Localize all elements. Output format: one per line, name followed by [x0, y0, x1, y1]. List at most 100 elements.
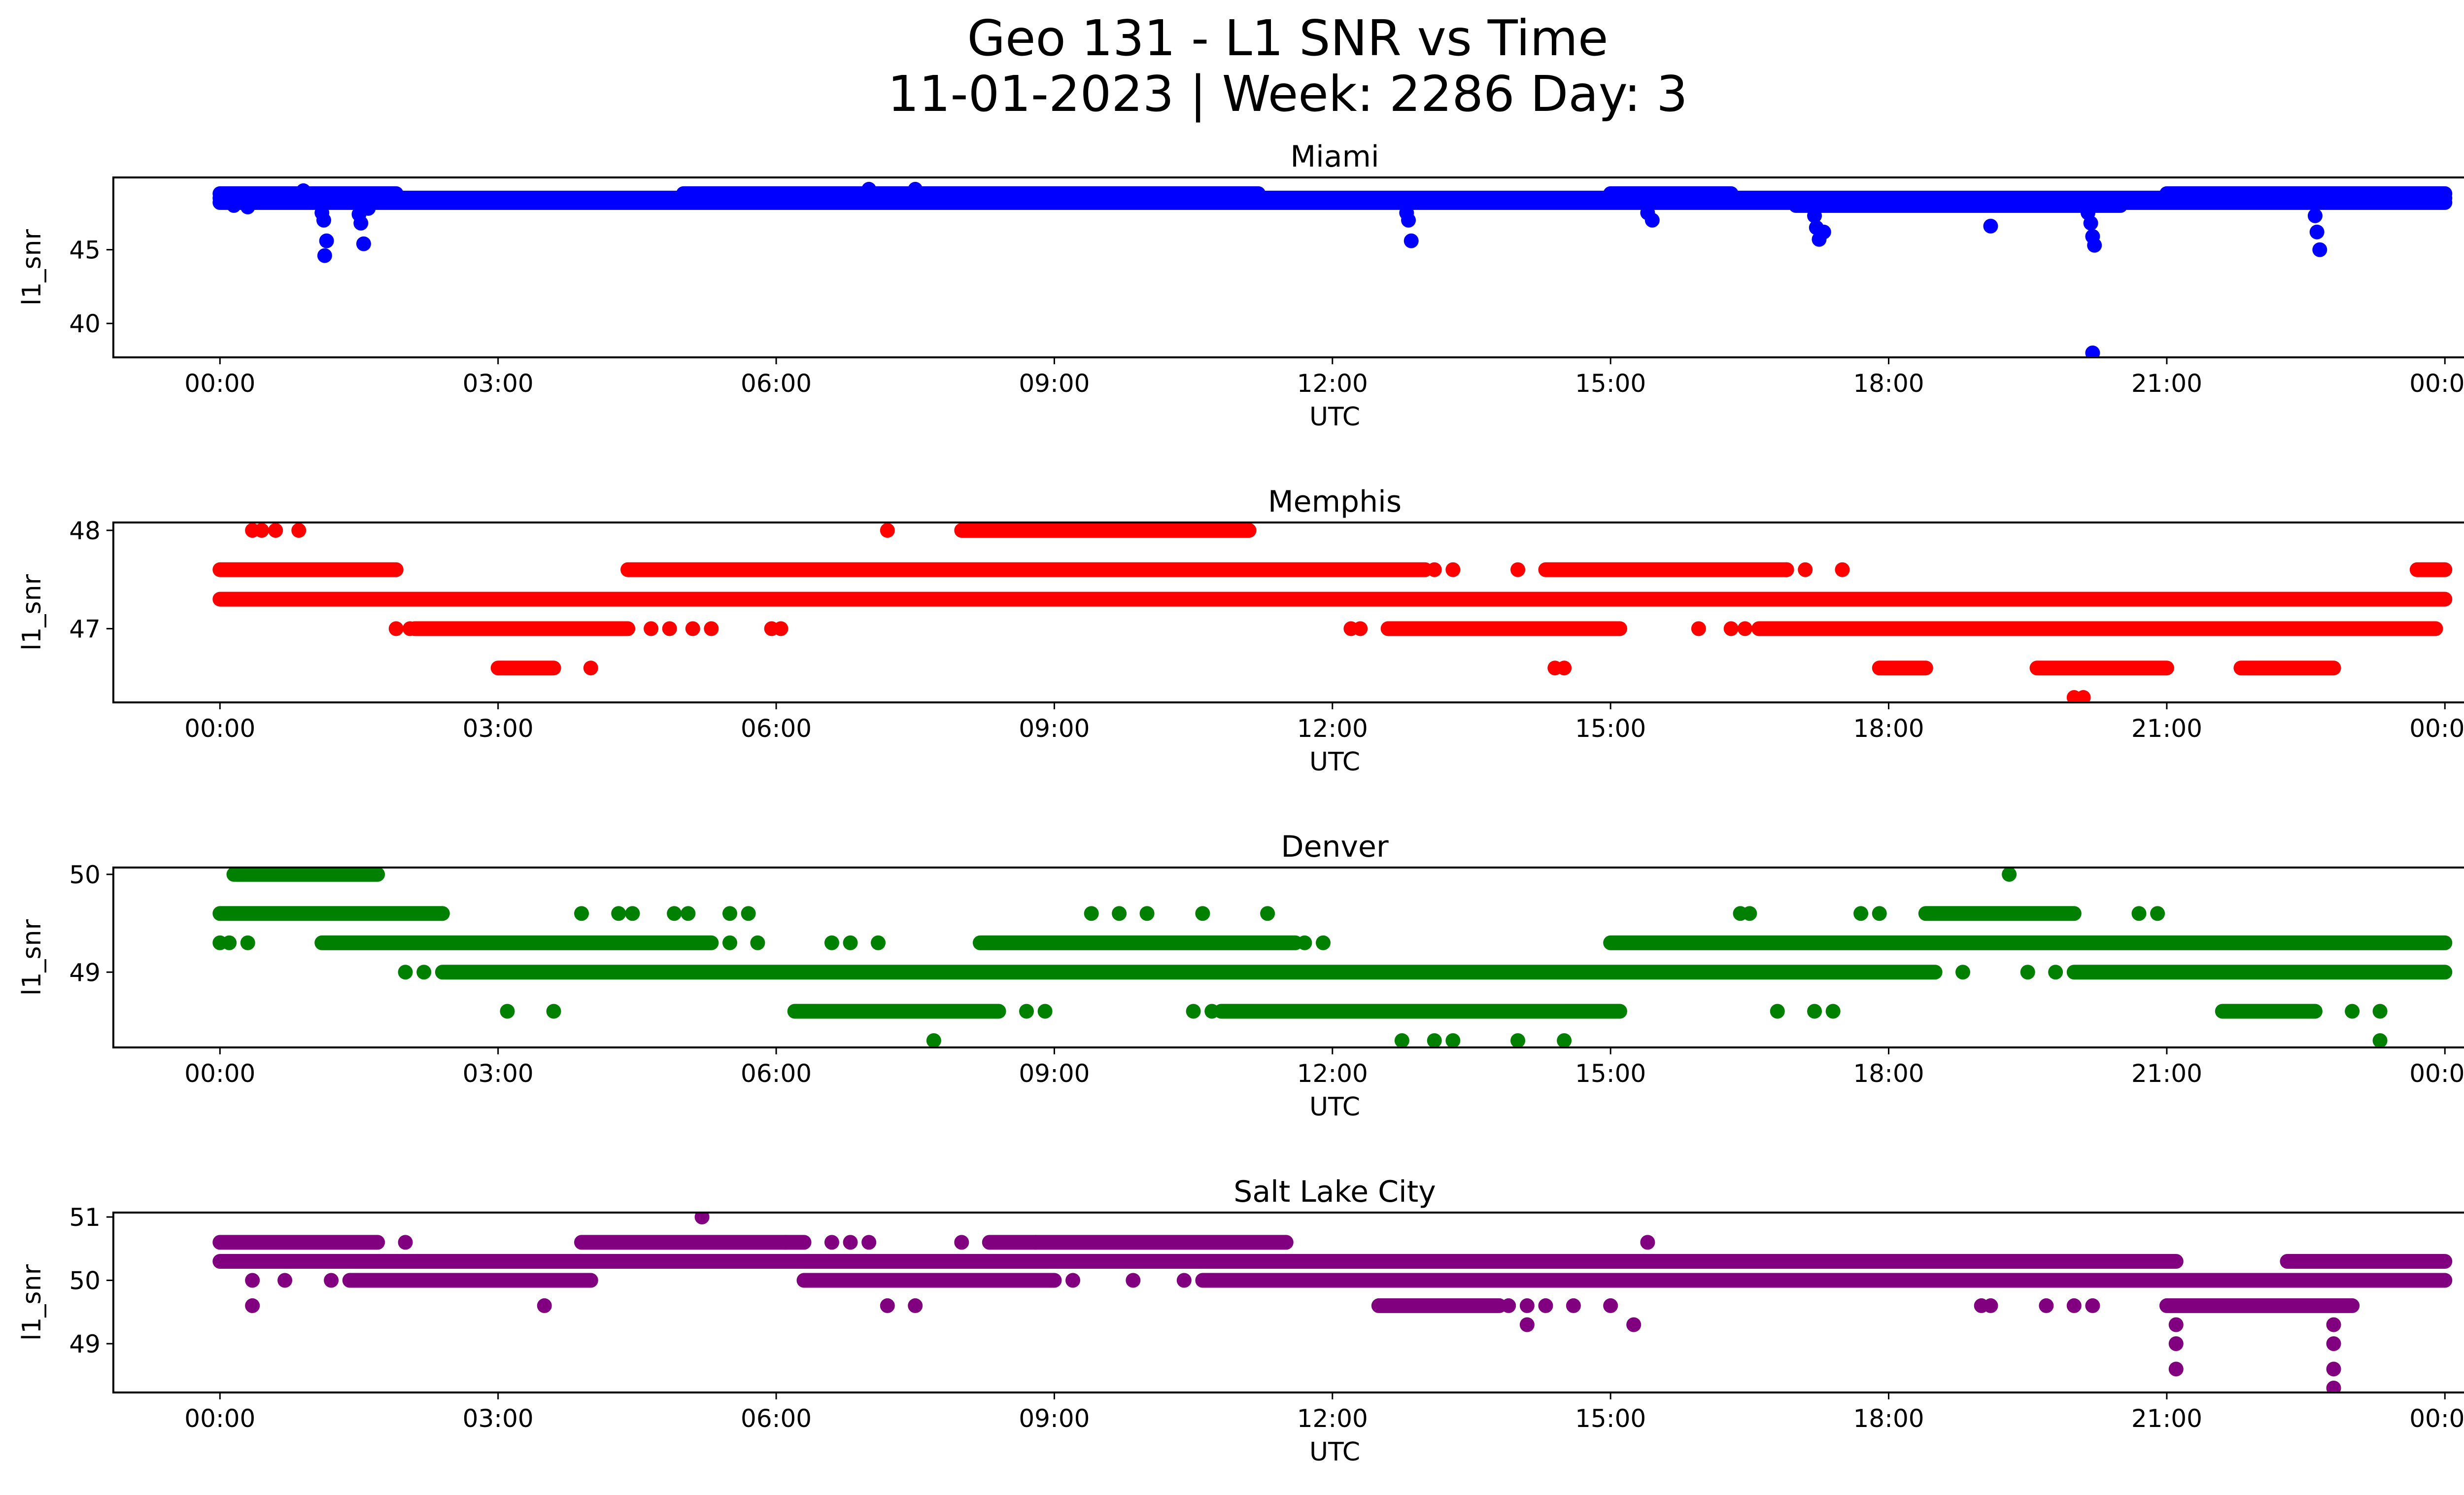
- x-tick-label: 00:00: [2409, 714, 2464, 743]
- data-point: [1538, 1298, 1553, 1313]
- x-tick-label: 18:00: [1853, 714, 1924, 743]
- data-point: [226, 198, 241, 213]
- data-point: [773, 621, 788, 636]
- data-point: [2168, 1361, 2184, 1377]
- x-tick-label: 12:00: [1297, 1404, 1368, 1433]
- data-point: [356, 236, 371, 251]
- data-point: [694, 1213, 710, 1224]
- data-point: [1691, 621, 1706, 636]
- data-point: [667, 906, 682, 921]
- data-point: [722, 906, 738, 921]
- data-point: [1186, 1004, 1201, 1019]
- data-point: [2066, 1298, 2082, 1313]
- x-tick-label: 03:00: [463, 1059, 534, 1088]
- panel-title: Miami: [1290, 139, 1379, 174]
- data-point: [316, 212, 332, 228]
- series-marks: [212, 868, 2453, 1047]
- axes-frame: [112, 522, 2464, 703]
- axes-frame: [112, 176, 2464, 358]
- data-point: [824, 1235, 839, 1250]
- data-point: [2083, 215, 2098, 231]
- data-point: [843, 935, 858, 950]
- data-point: [908, 181, 923, 197]
- data-point: [353, 215, 369, 231]
- data-point: [662, 621, 677, 636]
- x-tick-label: 15:00: [1575, 1404, 1646, 1433]
- panel-miami: Miami 40 45 00:00 03:00 06:00 09:00 12:00 15:00 1…: [17, 139, 2464, 432]
- data-point: [1807, 1004, 1822, 1019]
- data-point: [722, 935, 738, 950]
- data-point: [1640, 1235, 1655, 1250]
- data-point: [583, 661, 598, 676]
- data-point: [880, 522, 895, 538]
- data-point: [317, 248, 332, 263]
- data-point: [1195, 906, 1210, 921]
- data-point: [1519, 1317, 1535, 1332]
- data-point: [1401, 212, 1416, 228]
- data-point: [500, 1004, 515, 1019]
- data-point: [861, 181, 877, 197]
- data-point: [2087, 238, 2102, 253]
- x-tick-label: 18:00: [1853, 1059, 1924, 1088]
- data-point: [908, 1273, 923, 1288]
- x-tick-label: 06:00: [741, 1059, 812, 1088]
- y-tick-label: 50: [69, 861, 101, 889]
- chart-panels: Miami 40 45 00:00 03:00 06:00 09:00 12:00 15:00 1…: [17, 139, 2464, 1467]
- data-point: [1742, 906, 1757, 921]
- data-point: [926, 1033, 941, 1047]
- data-point: [1853, 906, 1869, 921]
- y-axis-label: l1_snr: [17, 574, 47, 651]
- figure-title-line2: 11-01-2023 | Week: 2286 Day: 3: [888, 65, 1687, 123]
- data-point: [398, 1235, 413, 1250]
- data-point: [2372, 1004, 2388, 1019]
- data-point: [611, 906, 626, 921]
- data-point: [1723, 621, 1739, 636]
- data-point: [685, 621, 700, 636]
- data-point: [778, 1235, 793, 1250]
- data-point: [2326, 1336, 2341, 1352]
- data-point: [1176, 1273, 1192, 1288]
- panel-memphis: Memphis 47 48 00:00 03:00 06:00 09:00 12:00 15:0…: [17, 485, 2464, 777]
- data-point: [2039, 1298, 2054, 1313]
- data-point: [2168, 1336, 2184, 1352]
- data-point: [1315, 935, 1331, 950]
- x-tick-label: 00:00: [2409, 369, 2464, 398]
- y-axis-label: l1_snr: [17, 919, 47, 996]
- x-tick-label: 06:00: [741, 714, 812, 743]
- data-point: [625, 906, 640, 921]
- panel-title: Salt Lake City: [1233, 1175, 1436, 1209]
- y-axis-label: l1_snr: [17, 1264, 47, 1341]
- data-point: [319, 233, 334, 248]
- y-tick-label: 47: [69, 615, 101, 643]
- data-point: [240, 199, 255, 214]
- x-tick-label: 03:00: [463, 1404, 534, 1433]
- x-tick-label: 21:00: [2131, 1059, 2202, 1088]
- data-point: [1084, 906, 1099, 921]
- data-point: [1644, 212, 1660, 228]
- data-point: [296, 183, 311, 198]
- data-point: [843, 1235, 858, 1250]
- x-tick-label: 09:00: [1019, 1404, 1090, 1433]
- x-tick-label: 21:00: [2131, 369, 2202, 398]
- data-point: [2312, 242, 2327, 257]
- data-point: [1112, 906, 1127, 921]
- x-tick-label: 00:00: [2409, 1404, 2464, 1433]
- data-point: [268, 522, 283, 538]
- data-point: [1501, 1298, 1516, 1313]
- x-tick-label: 15:00: [1575, 714, 1646, 743]
- y-tick-label: 51: [69, 1203, 101, 1232]
- data-point: [361, 201, 376, 216]
- x-tick-label: 03:00: [463, 369, 534, 398]
- x-tick-label: 00:00: [184, 1059, 255, 1088]
- data-point: [1835, 562, 1850, 577]
- data-point: [681, 906, 696, 921]
- panel-title: Denver: [1281, 830, 1389, 864]
- data-point: [1065, 1273, 1081, 1288]
- data-point: [1403, 233, 1419, 248]
- data-point: [240, 935, 255, 950]
- data-point: [2150, 906, 2165, 921]
- data-point: [2085, 1298, 2100, 1313]
- x-tick-label: 15:00: [1575, 369, 1646, 398]
- data-point: [1445, 1033, 1461, 1047]
